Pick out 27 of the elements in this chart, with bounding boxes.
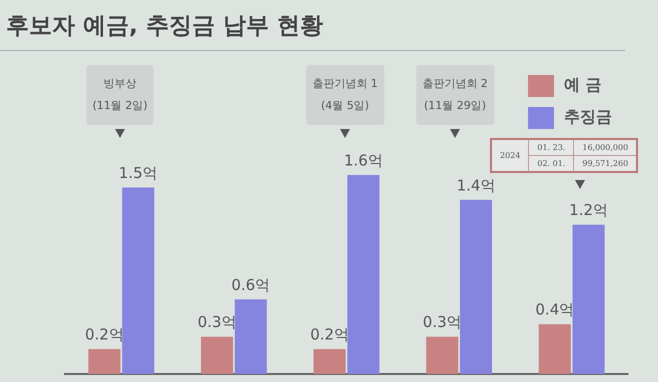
data-label: 0.2억	[84, 326, 124, 344]
text: 출판기념회 2 (11월 29일)	[416, 65, 494, 125]
data-label: 0.2억	[310, 326, 350, 344]
legend-label: 예 금	[564, 75, 602, 94]
legend-label: 추징금	[564, 107, 612, 126]
bar	[538, 324, 571, 374]
bar	[572, 224, 605, 374]
data-label: 1.5억	[118, 164, 158, 182]
data-label: 0.3억	[198, 313, 236, 332]
bar	[122, 187, 154, 374]
bar	[234, 299, 267, 374]
bar	[200, 336, 234, 374]
data-label: 0.6억	[231, 276, 270, 294]
text: 빙부상 (11월 2일)	[86, 65, 154, 125]
bar	[314, 349, 346, 374]
chart-title: 후보자 예금, 추징금 납부 현황	[6, 12, 323, 41]
data-label: 1.6억	[344, 151, 383, 170]
data-label: 0.3억	[422, 313, 462, 332]
data-label: 1.4억	[456, 176, 496, 194]
bar	[88, 349, 120, 374]
text: 출판기념회 1 (4월 5일)	[306, 65, 384, 125]
payment-table: 2024 01. 23. 16,000,000 02. 01. 99,571,260	[490, 138, 638, 173]
bar	[426, 336, 458, 374]
bar	[460, 200, 492, 374]
data-label: 1.2억	[569, 201, 608, 220]
bar	[347, 175, 380, 374]
data-label: 0.4억	[535, 300, 574, 319]
